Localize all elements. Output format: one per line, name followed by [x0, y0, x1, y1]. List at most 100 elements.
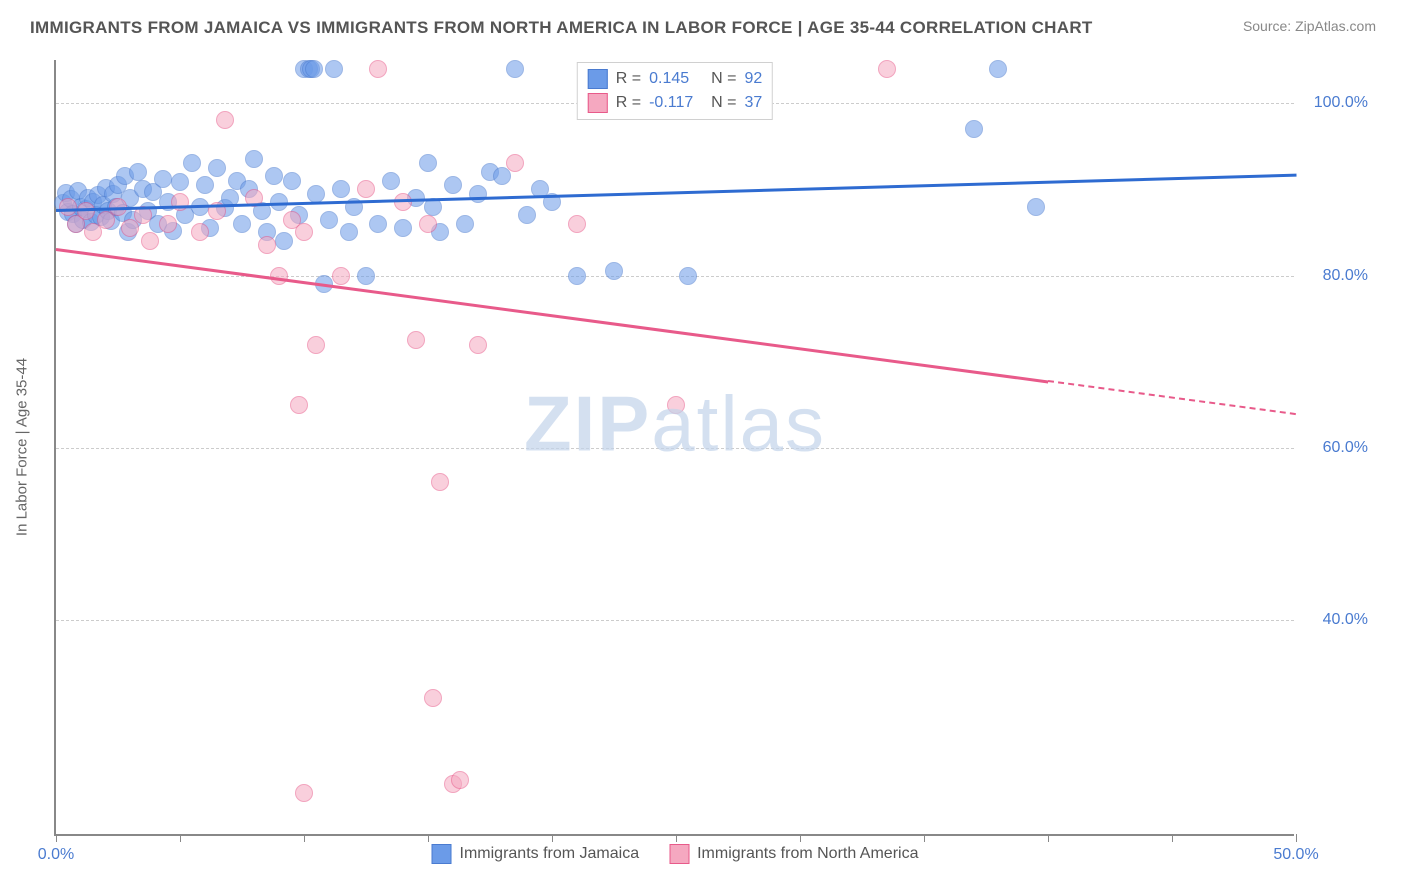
x-tick [428, 834, 429, 842]
legend-bottom: Immigrants from Jamaica Immigrants from N… [432, 844, 919, 864]
data-point [295, 223, 313, 241]
trendline-extrapolated [1048, 380, 1296, 415]
data-point [451, 771, 469, 789]
data-point [469, 336, 487, 354]
legend-swatch [432, 844, 452, 864]
legend-series-name: Immigrants from North America [697, 845, 918, 863]
data-point [878, 60, 896, 78]
data-point [568, 215, 586, 233]
data-point [340, 223, 358, 241]
data-point [424, 689, 442, 707]
legend-swatch [669, 844, 689, 864]
data-point [394, 219, 412, 237]
chart-title: IMMIGRANTS FROM JAMAICA VS IMMIGRANTS FR… [30, 18, 1093, 38]
source-prefix: Source: [1243, 18, 1295, 34]
legend-bottom-item: Immigrants from Jamaica [432, 844, 640, 864]
data-point [307, 185, 325, 203]
legend-n-value: 92 [744, 70, 762, 88]
data-point [965, 120, 983, 138]
data-point [667, 396, 685, 414]
data-point [382, 172, 400, 190]
data-point [444, 176, 462, 194]
data-point [183, 154, 201, 172]
x-tick [56, 834, 57, 842]
legend-top-row: R =0.145N =92 [588, 67, 762, 91]
x-tick [1172, 834, 1173, 842]
data-point [265, 167, 283, 185]
y-tick-label: 100.0% [1314, 94, 1368, 112]
x-tick [180, 834, 181, 842]
data-point [196, 176, 214, 194]
plot-area: In Labor Force | Age 35-44 ZIPatlas R =0… [54, 60, 1294, 836]
legend-n-label: N = [711, 94, 736, 112]
data-point [679, 267, 697, 285]
legend-series-name: Immigrants from Jamaica [460, 845, 640, 863]
data-point [171, 173, 189, 191]
data-point [989, 60, 1007, 78]
source-attribution: Source: ZipAtlas.com [1243, 18, 1376, 34]
legend-swatch [588, 69, 608, 89]
data-point [141, 232, 159, 250]
data-point [394, 193, 412, 211]
data-point [320, 211, 338, 229]
data-point [325, 60, 343, 78]
x-tick [924, 834, 925, 842]
data-point [191, 223, 209, 241]
y-tick-label: 40.0% [1323, 611, 1368, 629]
data-point [129, 163, 147, 181]
data-point [357, 267, 375, 285]
data-point [407, 331, 425, 349]
data-point [258, 236, 276, 254]
legend-r-value: -0.117 [649, 94, 703, 112]
data-point [270, 267, 288, 285]
data-point [1027, 198, 1045, 216]
legend-r-label: R = [616, 94, 641, 112]
data-point [77, 202, 95, 220]
gridline-h [56, 448, 1294, 449]
data-point [332, 180, 350, 198]
data-point [431, 473, 449, 491]
data-point [506, 60, 524, 78]
x-tick [552, 834, 553, 842]
x-tick-label: 0.0% [38, 846, 74, 864]
x-tick [1048, 834, 1049, 842]
legend-swatch [588, 93, 608, 113]
data-point [456, 215, 474, 233]
x-tick [304, 834, 305, 842]
data-point [469, 185, 487, 203]
data-point [419, 154, 437, 172]
gridline-h [56, 276, 1294, 277]
y-tick-label: 60.0% [1323, 439, 1368, 457]
data-point [159, 215, 177, 233]
trendline [56, 248, 1048, 383]
data-point [506, 154, 524, 172]
data-point [369, 60, 387, 78]
x-tick [676, 834, 677, 842]
data-point [518, 206, 536, 224]
legend-top: R = 0.145 N = 92 R = -0.117 N = 37 [577, 62, 773, 120]
data-point [59, 198, 77, 216]
data-point [171, 193, 189, 211]
data-point [154, 170, 172, 188]
data-point [295, 784, 313, 802]
correlation-chart: In Labor Force | Age 35-44 ZIPatlas R =0… [54, 60, 1374, 836]
data-point [332, 267, 350, 285]
data-point [307, 336, 325, 354]
y-tick-label: 80.0% [1323, 267, 1368, 285]
data-point [216, 111, 234, 129]
data-point [275, 232, 293, 250]
data-point [245, 150, 263, 168]
data-point [208, 159, 226, 177]
gridline-h [56, 620, 1294, 621]
data-point [290, 396, 308, 414]
legend-n-value: 37 [744, 94, 762, 112]
x-tick [800, 834, 801, 842]
source-link[interactable]: ZipAtlas.com [1295, 18, 1376, 34]
data-point [369, 215, 387, 233]
x-tick [1296, 834, 1297, 842]
legend-top-row: R = -0.117 N = 37 [588, 91, 762, 115]
legend-n-label: N = [711, 70, 736, 88]
data-point [419, 215, 437, 233]
legend-bottom-item: Immigrants from North America [669, 844, 918, 864]
legend-r-value: 0.145 [649, 70, 703, 88]
